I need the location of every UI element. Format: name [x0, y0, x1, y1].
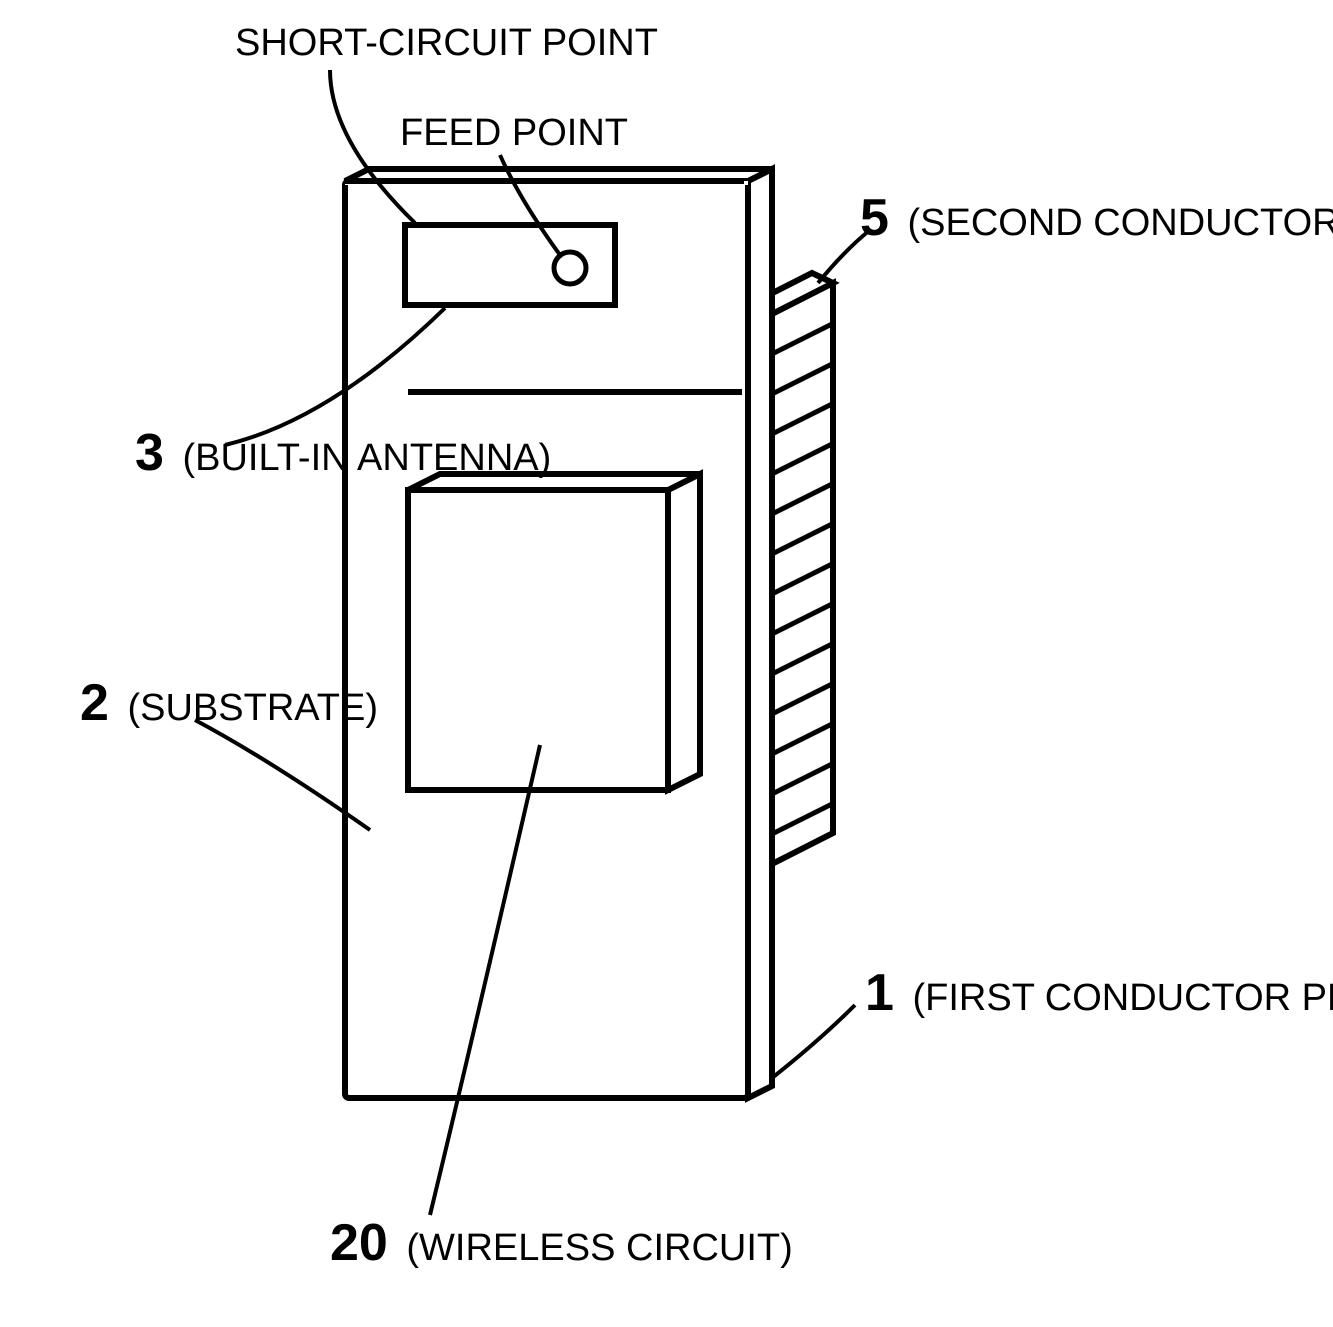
svg-text:5 (SECOND CONDUCTOR PLAT: 5 (SECOND CONDUCTOR PLATE): [860, 189, 1333, 247]
svg-text:1 (FIRST CONDUCTOR PLATE: 1 (FIRST CONDUCTOR PLATE): [865, 964, 1333, 1022]
label-short-circuit: SHORT-CIRCUIT POINT: [235, 22, 658, 64]
ref1-text: (FIRST CONDUCTOR PLATE): [912, 977, 1333, 1019]
antenna-diagram: SHORT-CIRCUIT POINT FEED POINT 5 (SECOND…: [0, 0, 1333, 1327]
wireless-circuit: [408, 474, 700, 790]
svg-text:20 (WIRELESS CIRCUIT): 20 (WIRELESS CIRCUIT): [330, 1214, 793, 1272]
ref5-text: (SECOND CONDUCTOR PLATE): [907, 202, 1333, 244]
ref5-number: 5: [860, 189, 889, 247]
ref1-number: 1: [865, 964, 894, 1022]
label-feed-point: FEED POINT: [400, 112, 628, 154]
ref20-text: (WIRELESS CIRCUIT): [406, 1227, 792, 1269]
ref3-number: 3: [135, 424, 164, 482]
svg-text:2 (SUBSTRATE): 2 (SUBSTRATE): [80, 674, 378, 732]
ref20-number: 20: [330, 1214, 388, 1272]
ref2-text: (SUBSTRATE): [127, 687, 378, 729]
feed-point: [554, 252, 586, 284]
ref3-text: (BUILT-IN ANTENNA): [182, 437, 551, 479]
ref2-number: 2: [80, 674, 109, 732]
